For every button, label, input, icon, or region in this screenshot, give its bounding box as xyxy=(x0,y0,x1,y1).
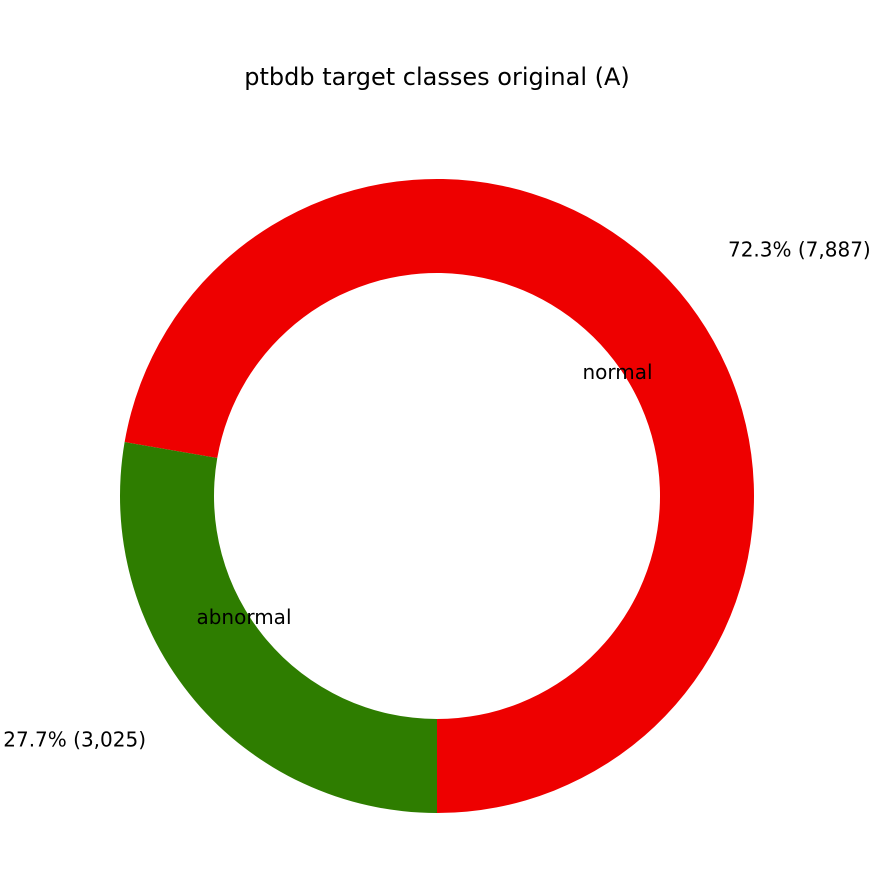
chart-title: ptbdb target classes original (A) xyxy=(244,63,630,91)
slices-group xyxy=(119,179,755,814)
labels-group: normal 72.3% (7,887) abnormal 27.7% (3,025) xyxy=(3,237,870,751)
slice-normal xyxy=(124,179,755,813)
slice-percent-label: 72.3% (7,887) xyxy=(728,237,871,261)
slice-percent-label: 27.7% (3,025) xyxy=(3,728,146,752)
slice-abnormal xyxy=(119,442,437,814)
slice-name-label: abnormal xyxy=(196,605,291,629)
slice-name-label: normal xyxy=(582,360,652,384)
